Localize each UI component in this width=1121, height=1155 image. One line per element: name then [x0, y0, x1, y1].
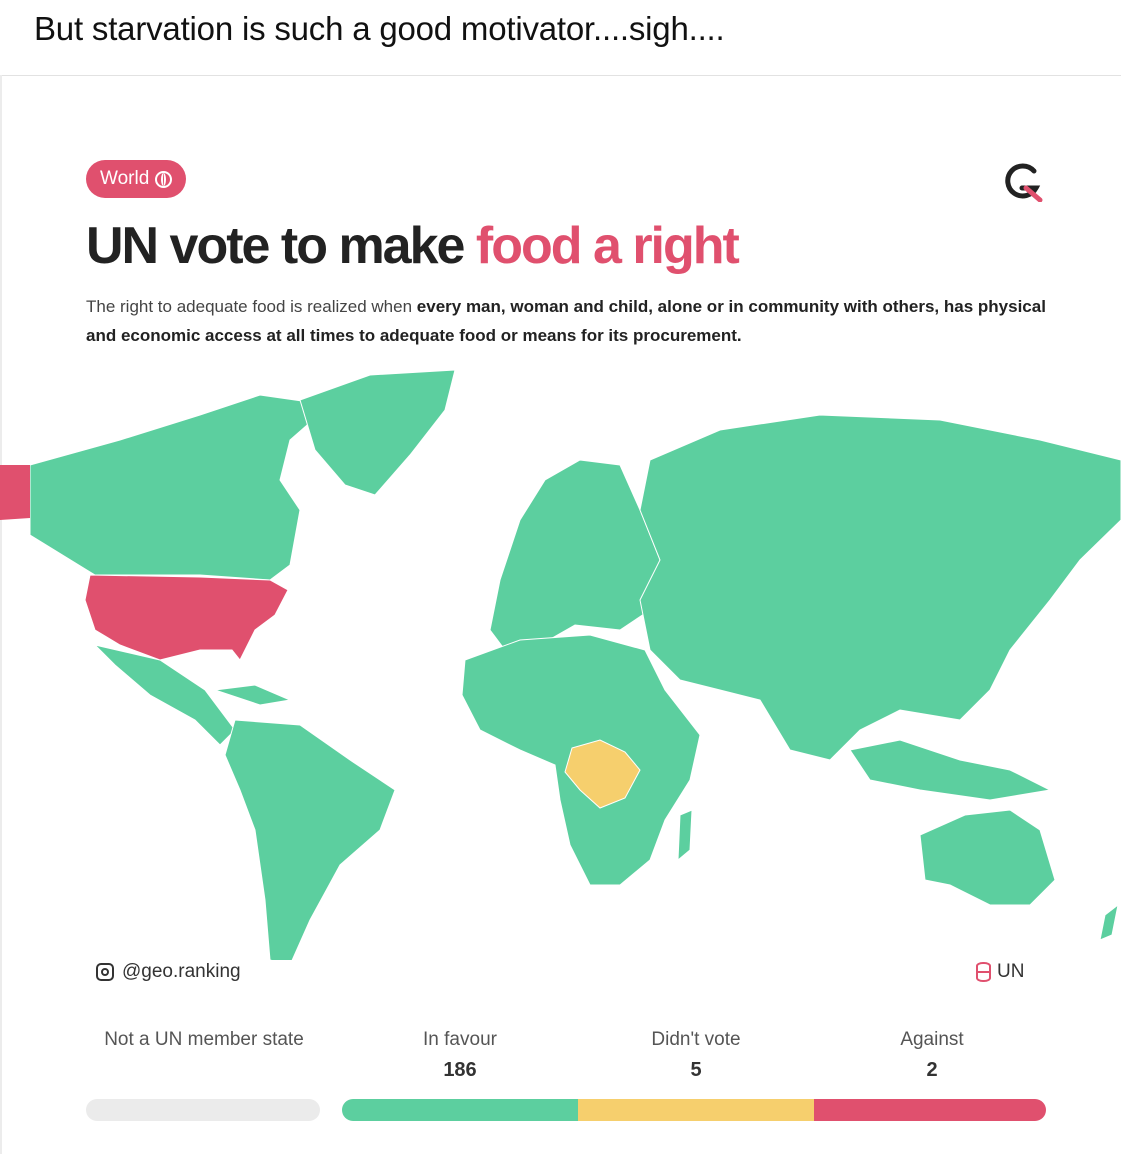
database-icon: [976, 962, 991, 982]
legend-bar-didnt-vote: [578, 1099, 814, 1121]
handle-text: @geo.ranking: [122, 961, 241, 982]
legend-not-member: Not a UN member state: [86, 1025, 322, 1055]
map-canada: [29, 394, 332, 581]
page-title: UN vote to make food a right: [86, 216, 740, 276]
world-map: [0, 369, 1121, 960]
legend-count: 186: [443, 1059, 477, 1081]
map-se-asia: [849, 739, 1052, 801]
data-source: UN: [976, 961, 1024, 983]
legend-label: Against: [900, 1029, 964, 1050]
map-new-zealand: [1099, 903, 1119, 941]
legend-bar-in-favour: [342, 1099, 578, 1121]
map-usa: [84, 574, 289, 661]
card-edge: [0, 75, 2, 1154]
legend-label: Not a UN member state: [104, 1029, 304, 1050]
map-australia: [919, 809, 1056, 906]
source-text: UN: [997, 961, 1025, 982]
world-tag-label: World: [100, 168, 150, 189]
description-bold: every man, woman and child, alone or in …: [86, 297, 1046, 345]
world-tag: World: [86, 160, 187, 198]
legend-in-favour: In favour 186: [342, 1025, 578, 1085]
legend-didnt-vote: Didn't vote 5: [578, 1025, 814, 1085]
legend-label: Didn't vote: [651, 1029, 741, 1050]
legend-bar-against: [814, 1099, 1046, 1121]
map-asia: [639, 414, 1121, 761]
description: The right to adequate food is realized w…: [86, 292, 1046, 350]
legend-bar-not-member: [86, 1099, 320, 1121]
map-mexico: [93, 644, 236, 746]
map-europe: [489, 459, 661, 651]
instagram-handle[interactable]: @geo.ranking: [96, 961, 241, 983]
map-greenland: [299, 369, 456, 496]
post-caption: But starvation is such a good motivator.…: [34, 10, 725, 47]
map-caribbean: [214, 684, 292, 706]
globe-icon: [155, 170, 173, 188]
description-plain: The right to adequate food is realized w…: [86, 297, 417, 316]
title-main: UN vote to make: [86, 217, 476, 275]
logo-g-icon: [1005, 163, 1043, 202]
legend-count: 5: [690, 1059, 702, 1081]
instagram-icon: [96, 963, 114, 981]
legend-label: In favour: [423, 1029, 497, 1050]
map-alaska: [0, 465, 30, 520]
title-accent: food a right: [475, 217, 740, 275]
legend-against: Against 2: [814, 1025, 1050, 1085]
map-south-america: [224, 719, 396, 960]
map-madagascar: [677, 809, 693, 862]
map-dr-congo: [564, 739, 641, 809]
legend-count: 2: [926, 1059, 938, 1081]
